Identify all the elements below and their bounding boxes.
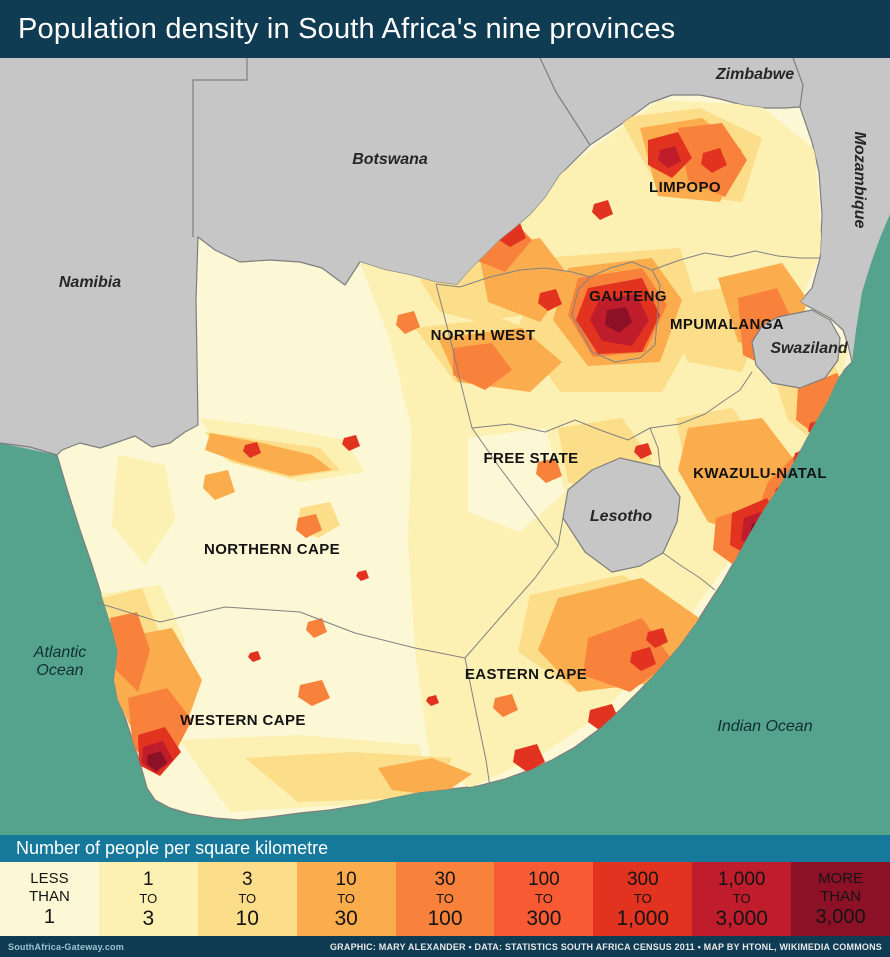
legend-item-line: 30 [334,906,358,930]
province-label-free-state: FREE STATE [483,450,578,467]
legend-item-line: TO [436,890,454,906]
country-label-botswana: Botswana [352,151,428,168]
legend-item-less-than-1: LESS THAN 1 [0,862,99,936]
legend-item-line: TO [633,890,652,906]
legend-item-3-to-10: 3 TO 10 [197,862,297,936]
legend-item-1000-to-3000: 1,000 TO 3,000 [692,862,792,936]
footer-site-credit: SouthAfrica-Gateway.com [8,941,124,952]
legend-item-more-than-3000: MORE THAN 3,000 [791,862,890,936]
legend-item-line: THAN [29,888,70,905]
legend-item-line: LESS [30,870,69,887]
province-label-northern-cape: NORTHERN CAPE [204,541,340,558]
country-label-swaziland: Swaziland [770,340,849,357]
country-borders [0,58,804,456]
legend-item-line: 10 [235,906,259,930]
legend-item-line: THAN [820,888,861,905]
south-africa-map: Zimbabwe Botswana Namibia Mozambique Swazila… [0,58,890,835]
country-label-lesotho: Lesotho [590,508,652,525]
map-area: Zimbabwe Botswana Namibia Mozambique Swazila… [0,58,890,835]
ocean [0,214,890,835]
province-label-kwazulu-natal: KWAZULU-NATAL [693,465,827,482]
title-bar: Population density in South Africa's nin… [0,0,890,58]
map-labels: Zimbabwe Botswana Namibia Mozambique Swazila… [33,66,868,735]
legend-item-line: 3 [142,906,155,930]
province-label-western-cape: WESTERN CAPE [180,712,306,729]
legend-item-30-to-100: 30 TO 100 [395,862,495,936]
legend-item-line: TO [238,890,257,906]
country-label-zimbabwe: Zimbabwe [715,66,794,83]
legend-item-line: TO [337,890,356,906]
page-title: Population density in South Africa's nin… [18,12,676,45]
legend-item-line: 10 [335,868,357,890]
legend-item-line: TO [732,890,751,906]
province-label-limpopo: LIMPOPO [649,179,721,196]
legend-item-line: 1,000 [717,868,766,890]
legend-item-line: TO [139,890,158,906]
legend-header-bar: Number of people per square kilometre [0,835,890,862]
country-label-mozambique: Mozambique [851,132,868,229]
footer-bar: SouthAfrica-Gateway.com GRAPHIC: MARY AL… [0,936,890,957]
legend-item-line: 100 [528,868,560,890]
province-borders [94,250,820,788]
ocean-label-indian-ocean: Indian Ocean [717,718,812,735]
legend-item-line: 30 [434,868,456,890]
province-label-eastern-cape: EASTERN CAPE [465,666,587,683]
legend-item-300-to-1000: 300 TO 1,000 [593,862,693,936]
swaziland-shape [751,309,841,389]
legend-item-line: 3,000 [715,906,768,930]
ocean-label-atlantic-ocean: Atlantic Ocean [33,644,86,679]
lesotho-shape [562,457,681,573]
legend-scale: LESS THAN 1 1 TO 3 3 TO 10 10 TO 30 30 TO 100 100 TO 300 3… [0,862,890,936]
legend-item-line: 1 [43,906,55,928]
legend-item-line: MORE [818,870,864,887]
legend-item-1-to-3: 1 TO 3 [98,862,198,936]
province-label-mpumalanga: MPUMALANGA [670,316,784,333]
legend-item-10-to-30: 10 TO 30 [296,862,396,936]
legend-title: Number of people per square kilometre [16,838,329,858]
legend-item-line: 1 [143,868,154,890]
province-label-north-west: NORTH WEST [431,327,536,344]
province-label-gauteng: GAUTENG [589,288,667,305]
country-label-namibia: Namibia [59,274,121,291]
legend-item-line: TO [534,890,553,906]
legend-item-line: 100 [427,906,463,930]
legend-item-line: 3 [241,868,253,890]
legend-item-100-to-300: 100 TO 300 [494,862,594,936]
legend-item-line: 3,000 [815,906,866,928]
legend-item-line: 300 [526,906,562,930]
footer-data-credit: GRAPHIC: MARY ALEXANDER • DATA: STATISTI… [329,941,882,952]
legend-item-line: 1,000 [616,906,670,930]
legend-item-line: 300 [626,868,659,890]
